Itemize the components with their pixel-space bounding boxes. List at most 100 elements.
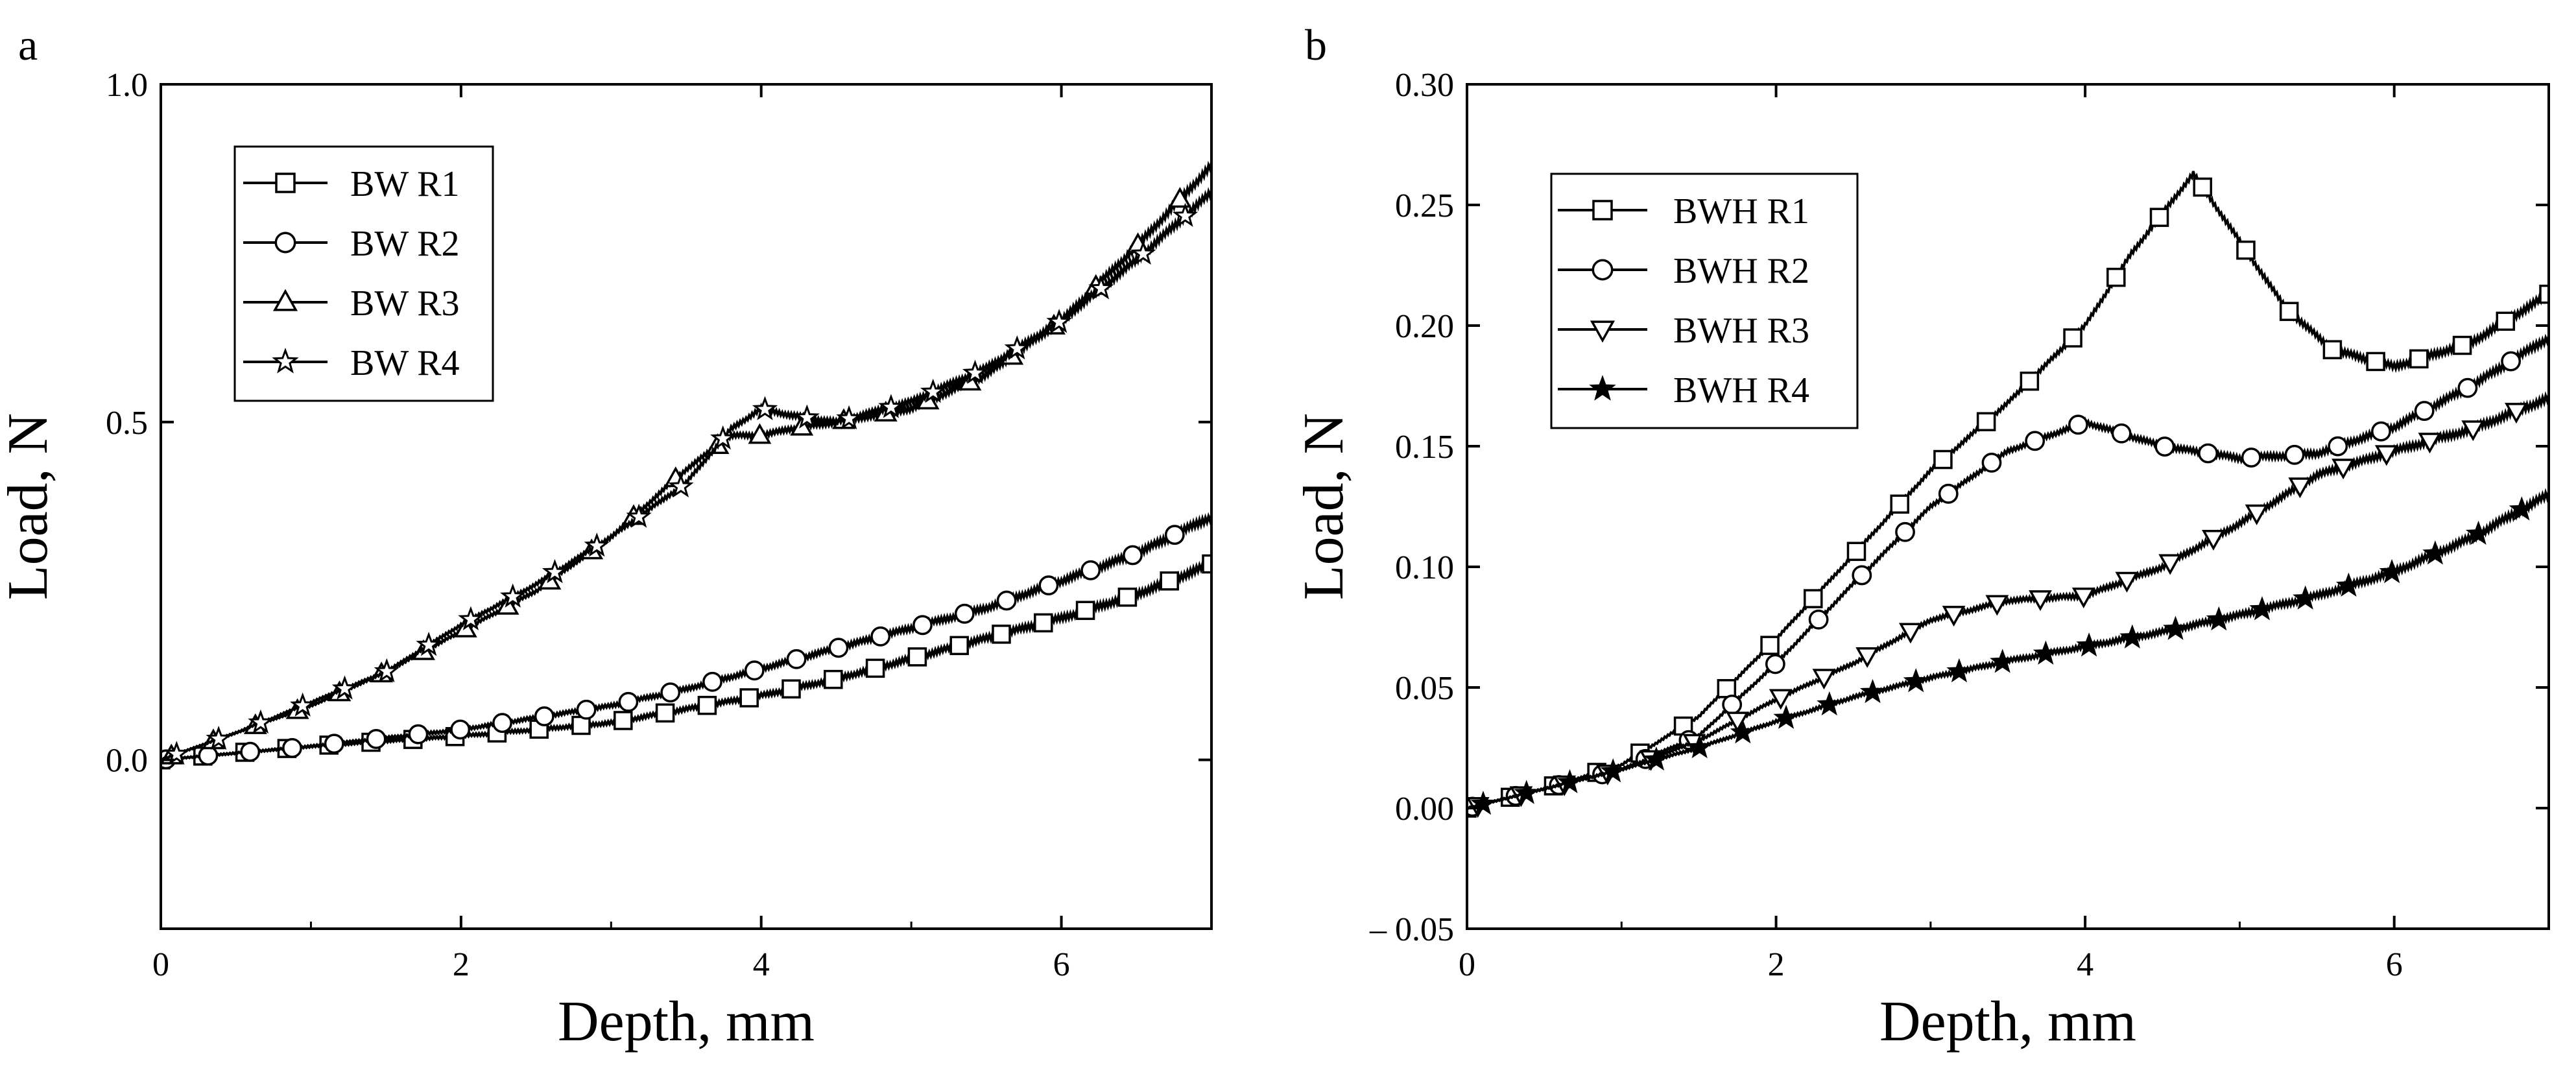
x-tick-label: 2 bbox=[1768, 946, 1785, 983]
data-point bbox=[1976, 412, 1996, 431]
data-point bbox=[1773, 704, 1799, 729]
legend-label: BW R4 bbox=[350, 343, 460, 383]
data-point bbox=[2025, 431, 2045, 451]
plot-area bbox=[161, 160, 1211, 770]
data-point bbox=[2111, 423, 2132, 444]
data-point bbox=[2115, 571, 2139, 593]
data-point bbox=[2418, 433, 2442, 454]
data-point bbox=[739, 688, 759, 708]
data-point bbox=[450, 719, 471, 740]
data-point bbox=[2245, 504, 2269, 525]
data-point bbox=[2379, 558, 2405, 584]
data-point bbox=[1117, 588, 1138, 607]
data-point bbox=[836, 405, 862, 430]
data-point bbox=[576, 699, 597, 720]
y-tick-label: 0.30 bbox=[1395, 67, 1454, 104]
data-point bbox=[1514, 780, 1540, 804]
data-point bbox=[1600, 758, 1626, 783]
data-point bbox=[2198, 443, 2218, 464]
data-point bbox=[542, 558, 568, 584]
data-point bbox=[458, 606, 484, 630]
data-point bbox=[2465, 520, 2492, 545]
data-point bbox=[2366, 352, 2385, 372]
data-point bbox=[655, 703, 675, 723]
data-point bbox=[374, 658, 400, 683]
data-point bbox=[992, 625, 1011, 644]
data-point bbox=[1817, 691, 1843, 716]
data-point bbox=[710, 425, 736, 450]
data-point bbox=[2020, 371, 2040, 391]
data-point bbox=[2119, 624, 2145, 649]
data-point bbox=[1804, 589, 1823, 608]
data-point bbox=[2288, 477, 2312, 499]
data-point bbox=[366, 729, 387, 749]
data-point bbox=[1846, 542, 1866, 561]
data-point bbox=[1852, 565, 1872, 586]
data-point bbox=[1202, 554, 1211, 574]
y-axis-label: Load, N bbox=[1293, 413, 1355, 600]
data-point bbox=[2505, 403, 2528, 424]
legend: BWH R1 BWH R2 BWH R3 BWH R4 bbox=[1550, 173, 1859, 429]
data-point bbox=[668, 473, 694, 498]
plot-area bbox=[1467, 171, 2549, 818]
data-point bbox=[618, 691, 639, 712]
data-point bbox=[1088, 275, 1114, 300]
data-point bbox=[781, 679, 801, 698]
legend-marker bbox=[272, 348, 299, 374]
data-point bbox=[2163, 615, 2189, 640]
legend-marker bbox=[1589, 375, 1616, 401]
data-point bbox=[2076, 632, 2102, 657]
data-point bbox=[1160, 571, 1179, 591]
data-point bbox=[2249, 596, 2275, 621]
data-point bbox=[1730, 719, 1756, 744]
data-point bbox=[2106, 267, 2126, 287]
data-point bbox=[828, 638, 849, 658]
data-point bbox=[2322, 340, 2343, 359]
data-point bbox=[824, 669, 843, 689]
data-point bbox=[1172, 202, 1199, 227]
data-point bbox=[1164, 525, 1185, 545]
x-tick-label: 4 bbox=[2077, 946, 2093, 983]
data-point bbox=[1038, 575, 1059, 596]
data-point bbox=[282, 737, 302, 758]
data-point bbox=[748, 423, 772, 444]
data-point bbox=[2374, 445, 2398, 466]
data-point bbox=[1130, 240, 1156, 265]
data-point bbox=[2193, 177, 2212, 197]
legend-marker bbox=[1592, 259, 1614, 281]
data-point bbox=[2284, 444, 2305, 465]
data-point bbox=[1123, 545, 1143, 566]
panel-a: a 0 2 4 6 0.0 0.5 1.0 Depth, mm Load, N BW R1 BW R2… bbox=[0, 20, 1213, 1053]
data-point bbox=[2457, 377, 2478, 398]
data-point bbox=[1046, 309, 1072, 333]
data-point bbox=[878, 394, 904, 418]
y-tick-label: 0.00 bbox=[1395, 791, 1454, 828]
x-tick-label: 4 bbox=[753, 946, 770, 983]
data-point bbox=[752, 396, 778, 420]
data-point bbox=[2332, 459, 2355, 480]
data-point bbox=[416, 632, 442, 656]
data-point bbox=[2496, 311, 2516, 331]
y-tick-label: 0.10 bbox=[1395, 549, 1454, 586]
data-point bbox=[2241, 448, 2261, 468]
data-point bbox=[1933, 449, 1953, 470]
data-point bbox=[2063, 328, 2082, 348]
plot-frame bbox=[1466, 83, 2550, 930]
data-point bbox=[534, 706, 555, 726]
data-point bbox=[920, 378, 946, 403]
data-point bbox=[626, 503, 652, 528]
data-point bbox=[744, 660, 765, 681]
data-point bbox=[907, 647, 927, 667]
series-line bbox=[161, 187, 1211, 761]
data-point bbox=[2201, 530, 2225, 551]
data-point bbox=[697, 695, 717, 715]
data-point bbox=[1938, 483, 1959, 504]
data-point bbox=[1643, 746, 1669, 771]
data-point bbox=[2154, 436, 2175, 457]
data-point bbox=[408, 724, 429, 745]
data-point bbox=[2206, 606, 2232, 631]
data-point bbox=[1808, 609, 1829, 630]
data-point bbox=[1075, 601, 1095, 620]
data-point bbox=[2452, 335, 2472, 355]
data-point bbox=[2414, 401, 2435, 421]
